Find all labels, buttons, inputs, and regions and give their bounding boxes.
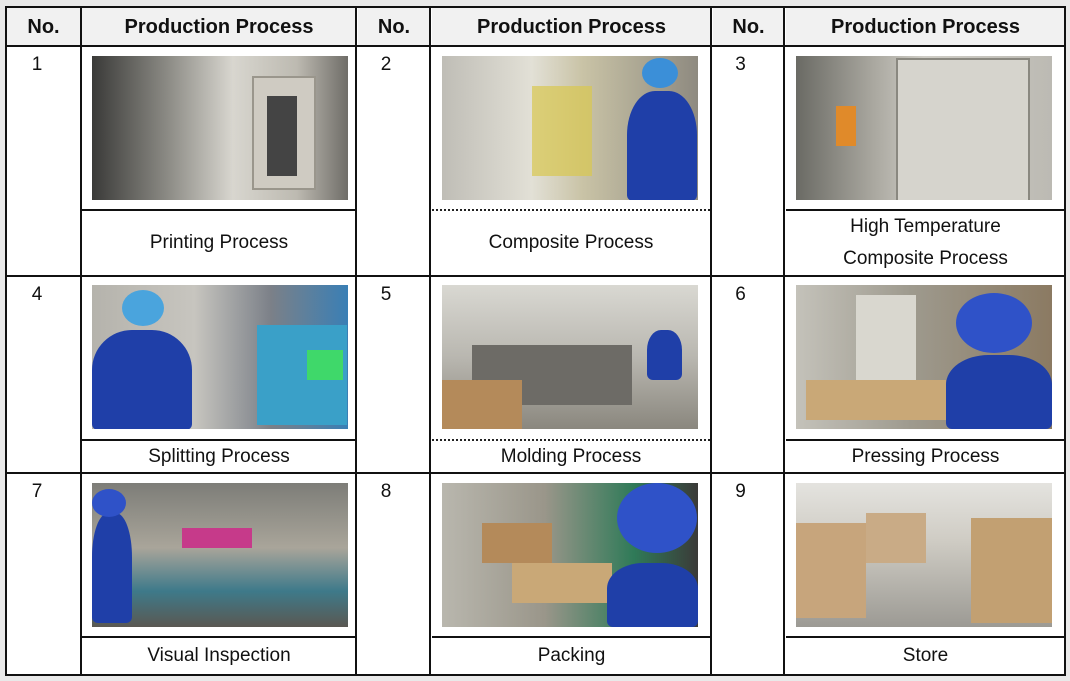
table-border — [80, 6, 82, 676]
header-no-2: No. — [358, 8, 430, 46]
caption-divider — [82, 636, 356, 638]
step-number: 5 — [380, 284, 392, 305]
table-border — [710, 6, 712, 676]
step-caption-line: High Temperature — [850, 216, 1001, 237]
worker-at-composite-machine-photo — [442, 56, 698, 200]
step-caption: Molding Process — [500, 446, 642, 467]
step-number: 2 — [380, 54, 392, 75]
step-caption: Printing Process — [149, 232, 289, 253]
step-caption: Store — [902, 645, 949, 666]
worker-pressing-bags-photo — [796, 285, 1052, 429]
caption-divider — [82, 209, 356, 211]
step-caption: Pressing Process — [851, 446, 1000, 467]
table-border — [5, 674, 1065, 676]
caption-divider — [786, 439, 1065, 441]
table-border — [5, 45, 1065, 47]
step-caption: Splitting Process — [148, 446, 290, 467]
table-border — [5, 6, 7, 676]
worker-at-splitting-machine-photo — [92, 285, 348, 429]
step-caption: High Temperature Composite Process — [786, 211, 1065, 275]
caption-divider — [786, 636, 1065, 638]
table-border — [355, 6, 357, 676]
step-number: 9 — [735, 481, 746, 502]
table-border — [1064, 6, 1066, 676]
warehouse-cartons-photo — [796, 483, 1052, 627]
table-border — [5, 275, 1065, 277]
header-no-3: No. — [713, 8, 784, 46]
table-border — [783, 6, 785, 676]
bag-molding-machine-photo — [442, 285, 698, 429]
step-number: 1 — [31, 54, 43, 75]
step-caption: Composite Process — [488, 232, 654, 253]
step-number: 6 — [735, 284, 746, 305]
caption-divider — [432, 636, 711, 638]
step-number: 8 — [380, 481, 392, 502]
step-caption: Packing — [537, 645, 606, 666]
step-caption-line: Composite Process — [843, 248, 1008, 269]
high-temperature-oven-photo — [796, 56, 1052, 200]
table-border — [429, 6, 431, 676]
caption-divider — [786, 209, 1065, 211]
header-no-1: No. — [7, 8, 80, 46]
header-process-2: Production Process — [432, 8, 711, 46]
worker-inspecting-bags-photo — [92, 483, 348, 627]
step-number: 4 — [31, 284, 43, 305]
step-number: 7 — [31, 481, 43, 502]
step-caption: Visual Inspection — [147, 645, 291, 666]
caption-divider — [432, 439, 710, 441]
header-process-3: Production Process — [786, 8, 1065, 46]
printing-machines-photo — [92, 56, 348, 200]
caption-divider — [432, 209, 710, 211]
caption-divider — [82, 439, 356, 441]
step-number: 3 — [735, 54, 746, 75]
header-process-1: Production Process — [82, 8, 356, 46]
table-border — [5, 6, 1065, 8]
table-border — [5, 472, 1065, 474]
worker-packing-bags-photo — [442, 483, 698, 627]
